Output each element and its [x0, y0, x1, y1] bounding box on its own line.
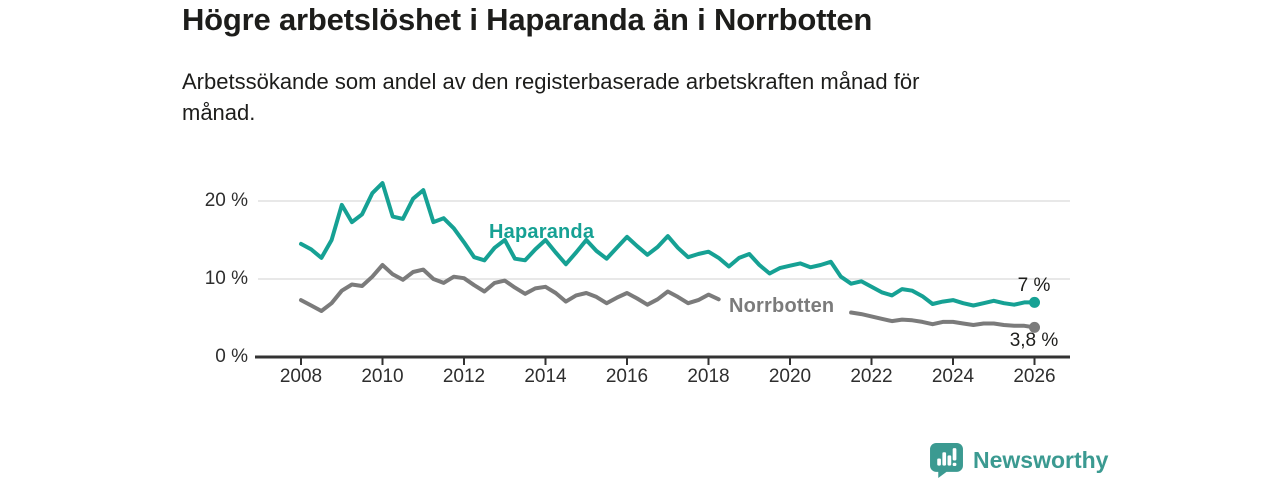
x-tick-label: 2016	[605, 366, 649, 387]
x-tick-label: 2022	[850, 366, 893, 387]
series-label-norrbotten: Norrbotten	[727, 295, 837, 317]
brand-name: Newsworthy	[973, 447, 1109, 473]
x-tick-label: 2024	[931, 366, 975, 387]
newsworthy-logo-icon	[930, 443, 963, 478]
y-tick-label: 0 %	[215, 346, 248, 367]
x-tick-label: 2026	[1013, 366, 1056, 387]
chart-title: Högre arbetslöshet i Haparanda än i Norr…	[182, 2, 873, 37]
end-value-label-haparanda: 7 %	[1017, 275, 1051, 296]
y-tick-label: 10 %	[204, 268, 248, 289]
end-dot-norrbotten	[1029, 321, 1040, 333]
x-tick-label: 2020	[768, 366, 812, 387]
x-tick-label: 2014	[524, 366, 567, 387]
series-line-norrbotten	[299, 263, 721, 313]
x-tick-label: 2008	[279, 366, 323, 387]
end-value-label-norrbotten: 3,8 %	[1009, 330, 1059, 351]
series-line-norrbotten	[849, 310, 1037, 330]
newsworthy-brand-link[interactable]: Newsworthy	[930, 443, 1108, 478]
y-tick-label: 20 %	[204, 190, 248, 211]
x-tick-label: 2018	[687, 366, 730, 387]
end-dot-haparanda	[1029, 296, 1040, 308]
chart-subtitle: Arbetssökande som andel av den registerb…	[182, 69, 920, 125]
series-label-haparanda: Haparanda	[489, 221, 595, 243]
x-tick-label: 2010	[361, 366, 404, 387]
x-tick-label: 2012	[442, 366, 486, 387]
series-line-haparanda	[299, 181, 1037, 308]
